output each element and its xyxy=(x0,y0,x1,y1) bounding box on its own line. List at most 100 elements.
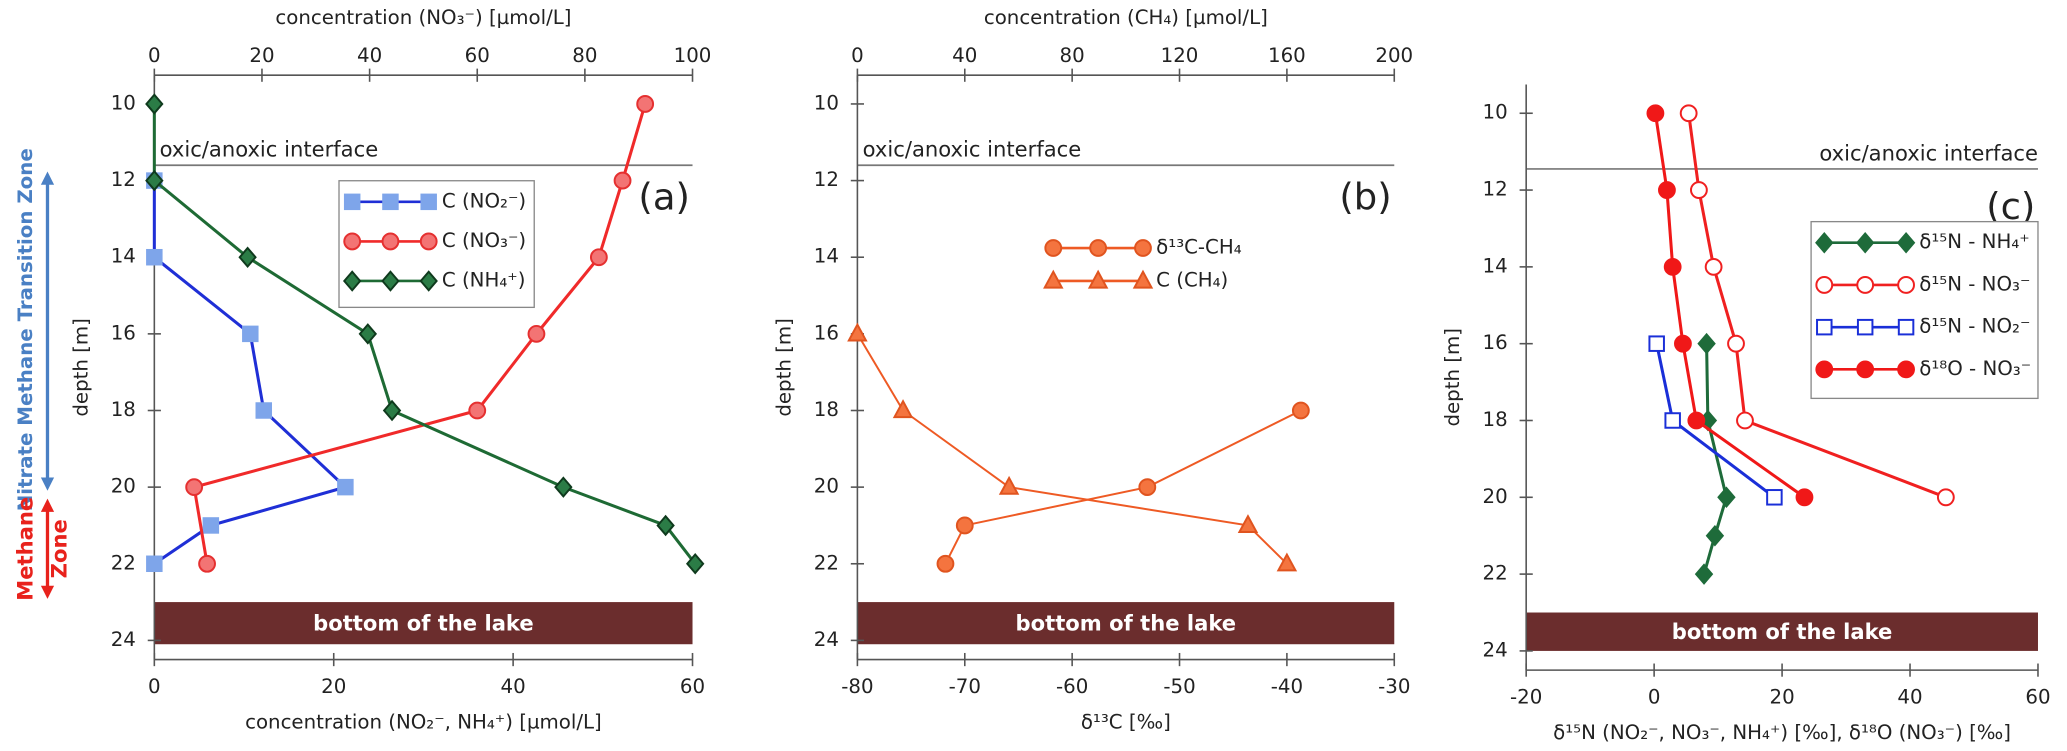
data-point xyxy=(636,95,655,113)
legend-label: δ¹⁸O - NO₃⁻ xyxy=(1919,357,2031,380)
lake-bottom xyxy=(857,602,1395,645)
data-point xyxy=(685,553,705,575)
data-point xyxy=(1727,334,1745,353)
x-tick-label: -40 xyxy=(1271,675,1303,698)
lake-bottom xyxy=(154,602,693,645)
marker xyxy=(1897,318,1915,336)
y-tick-label: 22 xyxy=(111,551,136,574)
x-tick-label: -30 xyxy=(1378,675,1410,698)
x-axis-title: δ¹³C [‰] xyxy=(1081,710,1171,733)
x2-tick-label: 0 xyxy=(148,44,161,67)
interface-label: oxic/anoxic interface xyxy=(863,137,1082,162)
y-tick-label: 12 xyxy=(814,168,839,191)
data-point xyxy=(1766,489,1783,506)
x-tick-label: 60 xyxy=(680,675,705,698)
x2-tick-label: 200 xyxy=(1375,44,1413,67)
data-point xyxy=(238,246,257,268)
data-point xyxy=(185,478,204,497)
series-line xyxy=(152,103,697,565)
panel-label: (c) xyxy=(1986,185,2035,228)
x2-tick-label: 0 xyxy=(851,44,864,67)
data-point xyxy=(358,323,378,345)
legend-label: δ¹⁵N - NO₃⁻ xyxy=(1919,272,2030,295)
marker xyxy=(1132,269,1154,289)
y-tick-label: 16 xyxy=(1483,331,1508,354)
zone-arrowhead xyxy=(40,585,55,599)
x2-axis-title: concentration (CH₄) [µmol/L] xyxy=(984,6,1268,29)
data-point xyxy=(198,554,216,573)
x-axis-title: concentration (NO₂⁻, NH₄⁺) [µmol/L] xyxy=(245,710,602,733)
y-tick-label: 16 xyxy=(814,321,839,344)
data-point xyxy=(1658,181,1676,199)
data-point xyxy=(202,517,220,534)
marker xyxy=(1815,231,1834,254)
marker xyxy=(1815,276,1834,294)
data-point xyxy=(1694,563,1714,585)
marker xyxy=(1134,239,1152,257)
data-point xyxy=(1663,257,1682,276)
x2-axis-title: concentration (NO₃⁻) [µmol/L] xyxy=(275,6,571,29)
marker xyxy=(1855,231,1875,254)
x-tick-label: -50 xyxy=(1163,675,1195,698)
y-tick-label: 18 xyxy=(111,398,136,421)
interface-label: oxic/anoxic interface xyxy=(1819,140,2038,165)
data-point xyxy=(255,402,273,419)
data-point xyxy=(613,171,632,190)
marker xyxy=(419,232,438,251)
y-tick-label: 14 xyxy=(111,245,136,268)
data-point xyxy=(146,248,163,266)
data-point xyxy=(955,516,974,535)
y-axis-title: depth [m] xyxy=(1441,328,1464,427)
marker xyxy=(1856,276,1875,294)
data-point xyxy=(1648,335,1665,352)
x2-tick-label: 40 xyxy=(952,44,977,67)
data-point xyxy=(656,514,675,537)
marker xyxy=(1087,269,1109,289)
y-tick-label: 14 xyxy=(814,245,839,268)
marker xyxy=(343,232,362,251)
data-point xyxy=(1795,488,1814,507)
lake-bottom-label: bottom of the lake xyxy=(1016,610,1237,635)
data-point xyxy=(242,325,259,343)
marker xyxy=(1089,239,1108,257)
x-tick-label: -20 xyxy=(1510,685,1542,708)
x-tick-label: -80 xyxy=(841,675,873,698)
y-tick-label: 14 xyxy=(1483,254,1508,277)
y-tick-label: 12 xyxy=(111,168,136,191)
data-point xyxy=(1646,104,1665,123)
zone-label: Methane xyxy=(12,497,37,601)
legend-label: δ¹⁵N - NO₂⁻ xyxy=(1919,315,2030,338)
data-point xyxy=(1697,332,1716,355)
panel-label: (a) xyxy=(638,176,689,219)
legend-label: δ¹⁵N - NH₄⁺ xyxy=(1919,230,2029,253)
x2-tick-label: 160 xyxy=(1268,44,1306,67)
y-tick-label: 16 xyxy=(111,321,136,344)
panel-label: (b) xyxy=(1339,176,1391,219)
y-tick-label: 10 xyxy=(1483,101,1508,124)
data-point xyxy=(145,93,164,115)
x2-tick-label: 60 xyxy=(465,44,490,67)
data-point xyxy=(337,478,354,496)
y-tick-label: 24 xyxy=(814,628,839,651)
marker xyxy=(1856,318,1874,336)
data-point xyxy=(554,476,573,498)
series-line xyxy=(944,409,1302,565)
y-tick-label: 22 xyxy=(814,551,839,574)
x-tick-label: 60 xyxy=(2025,685,2050,708)
zone-arrowhead xyxy=(40,171,55,185)
marker xyxy=(1896,231,1916,254)
data-point xyxy=(1736,411,1754,430)
x2-tick-label: 80 xyxy=(1060,44,1085,67)
y-axis-title: depth [m] xyxy=(69,318,92,417)
series-line xyxy=(192,103,647,565)
data-point xyxy=(1687,411,1706,430)
zone-label: Nitrate Methane Transition Zone xyxy=(14,148,37,511)
data-point xyxy=(1276,552,1298,572)
zone-arrowhead xyxy=(40,498,55,512)
marker xyxy=(342,270,362,292)
interface-label: oxic/anoxic interface xyxy=(160,137,379,162)
marker xyxy=(1856,360,1875,379)
x-axis-title: δ¹⁵N (NO₂⁻, NO₃⁻, NH₄⁺) [‰], δ¹⁸O (NO₃⁻)… xyxy=(1553,721,2011,744)
